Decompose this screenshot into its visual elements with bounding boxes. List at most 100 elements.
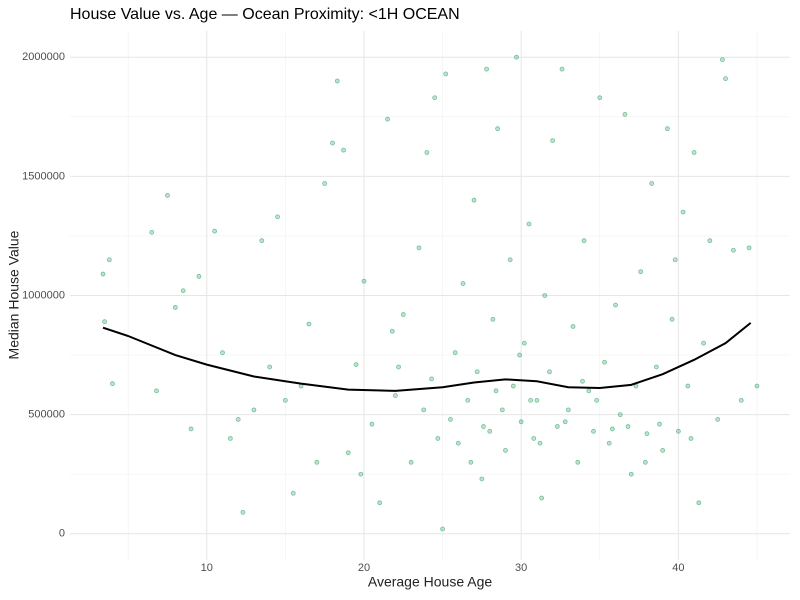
point <box>672 257 678 263</box>
point <box>622 112 628 117</box>
point <box>542 293 548 298</box>
point <box>306 321 312 327</box>
point <box>468 459 474 465</box>
point <box>389 328 395 334</box>
point <box>685 383 691 389</box>
point <box>275 214 280 220</box>
point <box>435 436 441 441</box>
point <box>345 450 351 456</box>
point <box>421 407 427 413</box>
point <box>581 238 587 244</box>
point <box>507 257 513 263</box>
point <box>597 95 603 101</box>
smooth-line <box>102 322 752 392</box>
point <box>334 78 340 84</box>
point <box>638 269 644 275</box>
point <box>424 150 430 155</box>
point <box>251 407 257 413</box>
point <box>341 147 346 153</box>
point <box>259 238 265 244</box>
point <box>361 278 367 284</box>
point <box>495 126 500 132</box>
point <box>471 197 477 203</box>
point <box>503 447 508 453</box>
point <box>594 397 600 403</box>
point <box>474 369 480 375</box>
point <box>400 312 406 317</box>
point <box>314 459 320 465</box>
point <box>330 140 335 146</box>
point <box>606 440 612 446</box>
point <box>680 209 686 215</box>
point <box>220 350 225 356</box>
point <box>106 257 112 263</box>
point <box>154 388 159 394</box>
x-tick-label: 40 <box>672 562 684 574</box>
point <box>240 509 246 515</box>
point <box>448 417 453 422</box>
point <box>465 397 471 403</box>
point <box>188 426 194 432</box>
point <box>602 359 607 365</box>
point <box>628 471 634 477</box>
point <box>754 383 760 389</box>
point <box>481 424 486 429</box>
point <box>696 500 702 506</box>
point <box>227 436 233 441</box>
point <box>691 150 697 155</box>
point <box>408 459 414 465</box>
point <box>738 397 744 403</box>
point <box>723 76 728 82</box>
point <box>580 378 585 384</box>
point <box>526 221 532 227</box>
point <box>559 66 565 72</box>
point <box>669 316 675 322</box>
point <box>487 428 493 434</box>
point <box>493 388 499 394</box>
point <box>499 407 505 413</box>
point <box>521 340 527 346</box>
point <box>440 526 445 532</box>
x-tick-label: 10 <box>201 562 213 574</box>
point <box>746 245 752 251</box>
point <box>165 193 170 198</box>
point <box>715 417 721 422</box>
x-tick-label: 20 <box>358 562 370 574</box>
point <box>547 369 552 375</box>
point <box>660 447 666 453</box>
point <box>537 440 543 446</box>
point <box>609 426 615 432</box>
point <box>100 271 106 277</box>
point <box>282 397 288 403</box>
point <box>452 350 458 356</box>
point <box>653 364 659 370</box>
chart-title: House Value vs. Age — Ocean Proximity: <… <box>70 6 460 23</box>
point <box>570 324 576 329</box>
point <box>235 417 241 422</box>
point <box>591 428 596 434</box>
point <box>675 428 681 434</box>
y-tick-label: 1000000 <box>22 289 65 301</box>
point <box>322 181 328 186</box>
point <box>429 376 434 382</box>
point <box>377 500 383 506</box>
point <box>644 431 650 437</box>
point <box>212 228 218 234</box>
point <box>102 319 107 325</box>
point <box>531 436 537 441</box>
point <box>720 57 725 62</box>
point <box>510 383 516 389</box>
point <box>586 388 592 394</box>
point <box>565 407 571 413</box>
point <box>172 305 178 310</box>
point <box>290 490 296 496</box>
point <box>554 424 560 429</box>
point <box>550 138 556 144</box>
y-axis-title: Median House Value <box>6 230 22 359</box>
point <box>353 362 359 368</box>
point <box>517 352 523 358</box>
point <box>149 229 155 235</box>
point <box>688 436 694 441</box>
point <box>196 274 202 279</box>
